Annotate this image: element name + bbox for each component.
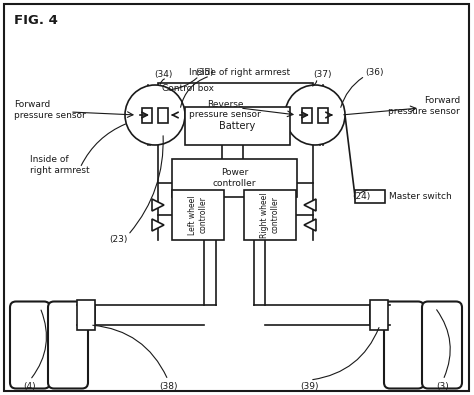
Text: (37): (37): [314, 70, 332, 79]
Bar: [185, 107, 290, 145]
Polygon shape: [152, 199, 164, 211]
FancyBboxPatch shape: [48, 301, 88, 389]
Text: (34): (34): [154, 70, 172, 79]
Bar: [302, 107, 312, 122]
Bar: [77, 300, 95, 330]
Text: (39): (39): [301, 382, 319, 391]
Bar: [172, 159, 297, 197]
Circle shape: [285, 85, 345, 145]
Bar: [318, 107, 328, 122]
Text: Master switch: Master switch: [389, 192, 452, 201]
Text: Reverse
pressure sensor: Reverse pressure sensor: [189, 100, 261, 119]
Polygon shape: [304, 219, 316, 231]
Text: FIG. 4: FIG. 4: [14, 14, 58, 27]
Text: (23): (23): [109, 235, 127, 244]
Text: (38): (38): [159, 382, 177, 391]
Bar: [370, 300, 388, 330]
Text: Power
controller: Power controller: [213, 168, 256, 188]
FancyBboxPatch shape: [422, 301, 462, 389]
Bar: [158, 107, 168, 122]
Text: (24): (24): [352, 192, 370, 201]
Bar: [142, 107, 152, 122]
Bar: [172, 190, 224, 240]
Text: Forward
pressure sensor: Forward pressure sensor: [14, 100, 86, 120]
Text: Left wheel
controller: Left wheel controller: [188, 195, 208, 235]
FancyBboxPatch shape: [10, 301, 50, 389]
Text: Battery: Battery: [219, 121, 255, 131]
Bar: [244, 190, 296, 240]
Bar: [355, 190, 385, 203]
Text: Forward
pressure sensor: Forward pressure sensor: [388, 96, 460, 116]
Circle shape: [125, 85, 185, 145]
Polygon shape: [152, 219, 164, 231]
Text: Inside of
right armrest: Inside of right armrest: [30, 155, 90, 175]
Text: (35): (35): [196, 68, 214, 77]
Text: Inside of right armrest: Inside of right armrest: [190, 68, 291, 77]
FancyBboxPatch shape: [384, 301, 424, 389]
Polygon shape: [304, 199, 316, 211]
Text: (4): (4): [24, 382, 36, 391]
Bar: [158, 83, 313, 183]
Text: Right wheel
controller: Right wheel controller: [260, 192, 280, 238]
Text: (3): (3): [437, 382, 449, 391]
Text: Control box: Control box: [162, 84, 214, 93]
Text: (36): (36): [366, 68, 384, 77]
